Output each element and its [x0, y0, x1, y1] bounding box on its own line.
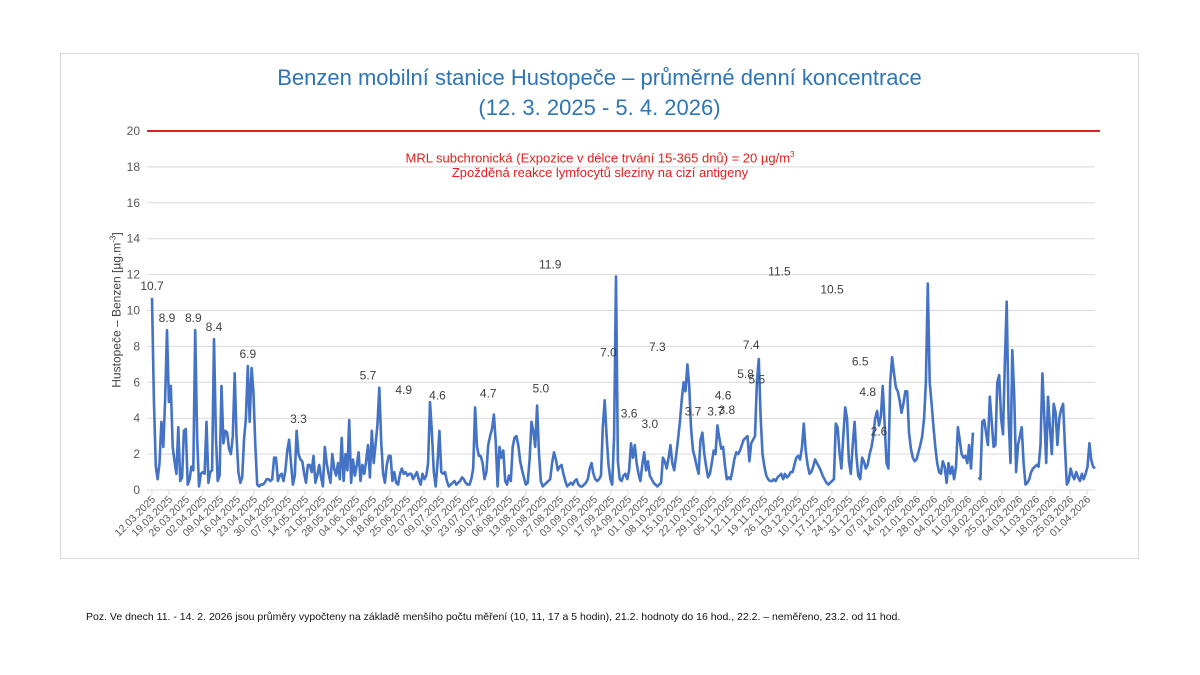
data-label: 6.5	[852, 354, 869, 368]
data-label: 10.7	[140, 279, 164, 293]
data-label: 4.6	[715, 388, 732, 402]
chart-title-block: Benzen mobilní stanice Hustopeče – průmě…	[60, 63, 1139, 123]
data-label: 4.9	[395, 383, 412, 397]
mrl-annotation-line2: Zpožděná reakce lymfocytů sleziny na ciz…	[451, 165, 749, 180]
data-label: 5.7	[360, 369, 377, 383]
y-tick-label: 10	[127, 304, 141, 318]
data-label: 7.4	[743, 338, 760, 352]
y-tick-label: 2	[133, 447, 140, 461]
mrl-annotation-line1: MRL subchronická (Expozice v délce trván…	[300, 146, 900, 166]
data-label: 11.5	[768, 265, 791, 279]
y-tick-label: 8	[133, 339, 140, 353]
y-axis-title-text: Hustopeče – Benzen [µg.m	[109, 242, 124, 388]
mrl-unit-superscript: 3	[790, 150, 795, 159]
data-label: 2.6	[871, 424, 888, 438]
chart-subtitle: (12. 3. 2025 - 5. 4. 2026)	[478, 95, 721, 120]
y-tick-label: 16	[127, 196, 141, 210]
data-label: 4.8	[859, 385, 876, 399]
data-label: 3.6	[621, 406, 638, 420]
y-axis-title-sup: -3	[108, 235, 118, 243]
data-label: 6.9	[239, 347, 256, 361]
chart-title: Benzen mobilní stanice Hustopeče – průmě…	[277, 65, 922, 90]
data-label: 7.3	[649, 340, 666, 354]
y-tick-label: 6	[133, 375, 140, 389]
data-label: 3.3	[290, 412, 307, 426]
y-tick-label: 20	[127, 124, 141, 138]
data-label: 8.4	[206, 320, 223, 334]
data-label: 7.0	[600, 345, 617, 359]
data-label: 10.5	[820, 283, 844, 297]
data-label: 3.7	[685, 405, 702, 419]
data-label: 11.9	[539, 257, 562, 271]
y-axis-title: Hustopeče – Benzen [µg.m-3]	[109, 232, 124, 387]
y-tick-label: 14	[127, 232, 141, 246]
data-label: 5.0	[533, 381, 550, 395]
mrl-text: MRL subchronická (Expozice v délce trván…	[405, 150, 791, 166]
y-tick-label: 4	[133, 411, 140, 425]
data-label: 3.7	[707, 405, 724, 419]
y-tick-label: 0	[133, 483, 140, 497]
data-label: 4.7	[480, 387, 497, 401]
data-label: 3.8	[718, 403, 735, 417]
y-tick-label: 18	[127, 160, 141, 174]
data-label: 8.9	[159, 311, 176, 325]
footnote: Poz. Ve dnech 11. - 14. 2. 2026 jsou prů…	[86, 611, 901, 623]
series-line	[150, 275, 975, 488]
data-label: 5.8	[737, 367, 754, 381]
y-tick-label: 12	[127, 268, 141, 282]
data-label: 8.9	[185, 311, 202, 325]
series-line	[977, 300, 1096, 486]
data-label: 3.0	[641, 417, 658, 431]
data-label: 5.5	[749, 372, 766, 386]
y-axis-title-end: ]	[109, 232, 124, 236]
data-label: 4.6	[429, 388, 446, 402]
